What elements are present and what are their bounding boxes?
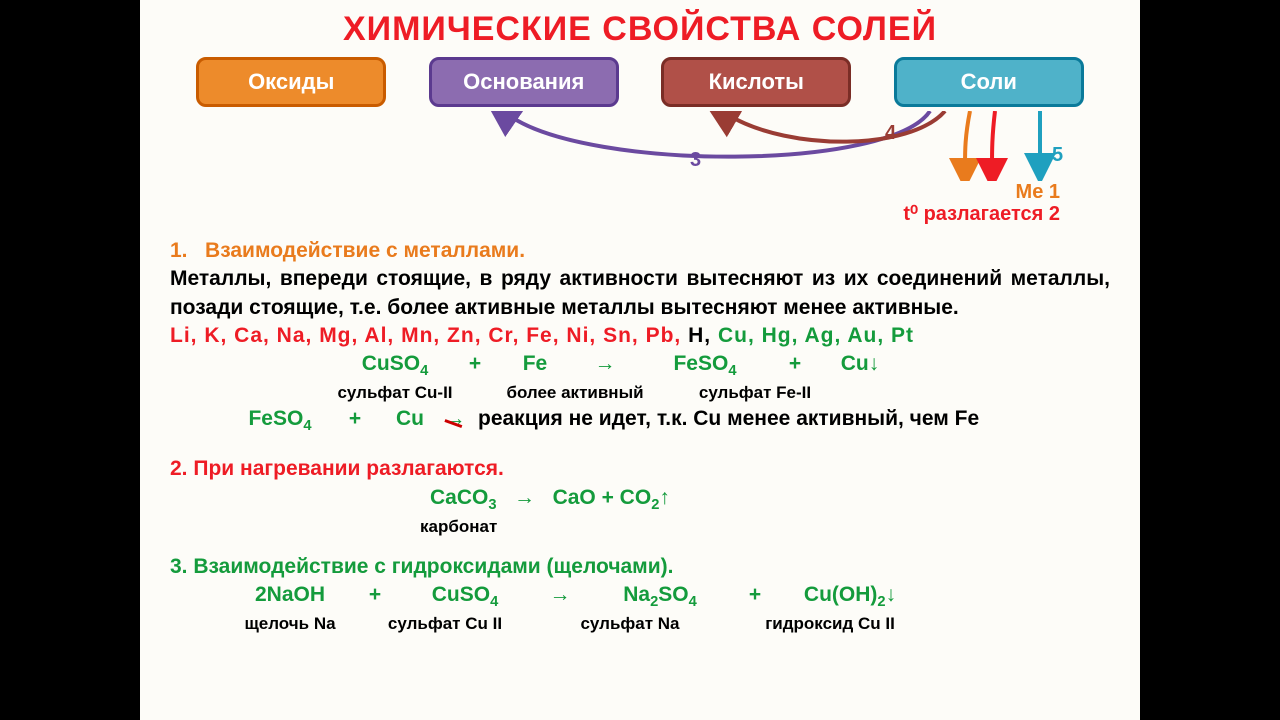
page-title: ХИМИЧЕСКИЕ СВОЙСТВА СОЛЕЙ [170,10,1110,49]
box-bases: Основания [429,57,619,107]
equation-3: CaCO3 → CaO + CO2↑ [170,484,1110,516]
annotation-decompose: t⁰ разлагается 2 [170,203,1110,225]
page: ХИМИЧЕСКИЕ СВОЙСТВА СОЛЕЙ Оксиды Основан… [140,0,1140,720]
arrow-label-4: 4 [885,122,897,144]
equation-2: FeSO4 + Cu → реакция не идет, т.к. Cu ме… [170,405,1110,437]
equation-4: 2NaOH + CuSO4 → Na2SO4 + Cu(OH)2↓ [170,581,1110,613]
equation-3-label: карбонат [170,516,1110,539]
arrow-label-5: 5 [1052,144,1063,166]
body: 1. Взаимодействие с металлами. Металлы, … [170,237,1110,636]
equation-1: CuSO4 + Fe → FeSO4 + Cu↓ [170,350,1110,382]
equation-4-labels: щелочь Na сульфат Cu II сульфат Na гидро… [170,613,1110,636]
section1-paragraph: Металлы, впереди стоящие, в ряду активно… [170,265,1110,322]
box-oxides: Оксиды [196,57,386,107]
section1-heading: 1. Взаимодействие с металлами. [170,237,1110,265]
box-acids: Кислоты [661,57,851,107]
arrows-diagram: 3 4 5 [170,111,1110,181]
arrow-label-3: 3 [690,149,701,171]
activity-series: Li, K, Ca, Na, Mg, Al, Mn, Zn, Cr, Fe, N… [170,322,1110,350]
box-salts: Соли [894,57,1084,107]
crossed-arrow-icon: → [445,407,466,430]
section2-heading: 2. При нагревании разлагаются. [170,455,1110,483]
category-boxes: Оксиды Основания Кислоты Соли [170,57,1110,107]
equation-1-labels: сульфат Cu-II более активный сульфат Fe-… [170,382,1110,405]
section3-heading: 3. Взаимодействие с гидроксидами (щелоча… [170,553,1110,581]
annotation-me1: Me 1 [170,181,1110,203]
